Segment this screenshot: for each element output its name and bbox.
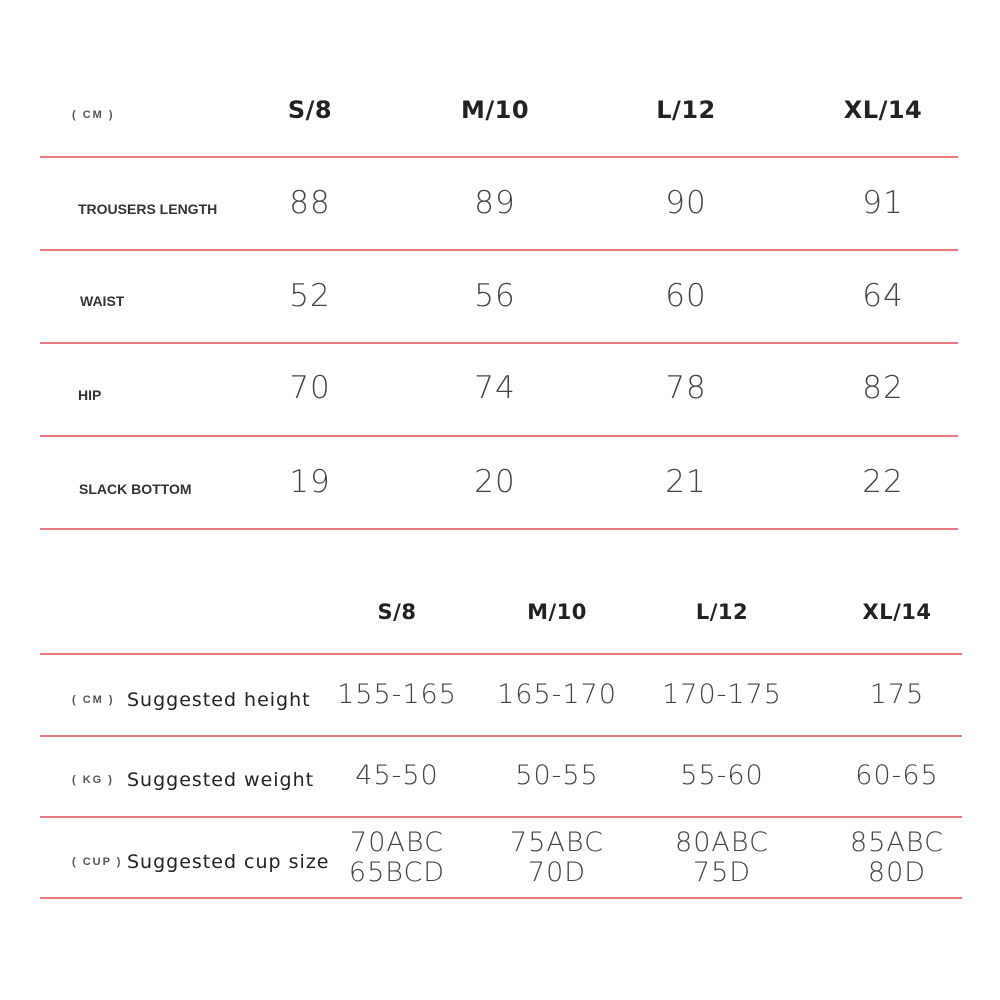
- cell-value: 88: [289, 185, 331, 221]
- cell-value: 20: [474, 464, 516, 500]
- cell-value: 175: [869, 679, 925, 710]
- size-header: S/8: [377, 600, 417, 624]
- cell-value: 70ABC 65BCD: [348, 827, 446, 888]
- row-label: Suggested weight: [127, 769, 315, 791]
- row-divider: [40, 342, 958, 344]
- row-divider: [40, 528, 958, 530]
- cell-value: 165-170: [497, 679, 617, 710]
- cell-value: 21: [665, 464, 707, 500]
- row-label: TROUSERS LENGTH: [78, 201, 218, 217]
- cell-value: 74: [474, 370, 516, 406]
- row-divider: [40, 735, 962, 737]
- cell-value: 70: [289, 370, 331, 406]
- unit-label: ( CM ): [72, 694, 115, 706]
- cell-value: 170-175: [662, 679, 782, 710]
- cell-value: 78: [665, 370, 707, 406]
- cell-value: 52: [289, 278, 331, 314]
- cell-value: 55-60: [680, 760, 764, 791]
- row-label: SLACK BOTTOM: [79, 481, 192, 497]
- row-divider: [40, 653, 962, 655]
- row-label: Suggested height: [127, 689, 311, 711]
- unit-label-cm: ( CM ): [72, 109, 115, 121]
- cell-value: 45-50: [355, 760, 439, 791]
- size-header: XL/14: [843, 96, 923, 124]
- row-divider: [40, 816, 962, 818]
- cell-value: 60-65: [855, 760, 939, 791]
- cell-value: 50-55: [515, 760, 599, 791]
- row-label: WAIST: [80, 293, 125, 309]
- unit-label: ( KG ): [72, 774, 114, 786]
- size-header: XL/14: [862, 600, 932, 624]
- row-label: HIP: [78, 387, 102, 403]
- cell-value: 22: [862, 464, 904, 500]
- size-header: L/12: [656, 96, 716, 124]
- size-header: L/12: [695, 600, 749, 624]
- cell-value: 56: [474, 278, 516, 314]
- cell-value: 19: [289, 464, 331, 500]
- cell-value: 91: [862, 185, 904, 221]
- row-divider: [40, 435, 958, 437]
- cell-value: 60: [665, 278, 707, 314]
- cell-value: 80ABC 75D: [675, 827, 769, 888]
- size-header: M/10: [527, 600, 587, 624]
- cell-value: 75ABC 70D: [510, 827, 604, 888]
- row-divider: [40, 156, 958, 158]
- row-divider: [40, 249, 958, 251]
- cell-value: 85ABC 80D: [850, 827, 944, 888]
- row-divider: [40, 897, 962, 899]
- size-header: M/10: [460, 96, 530, 124]
- cell-value: 89: [474, 185, 516, 221]
- cell-value: 64: [862, 278, 904, 314]
- cell-value: 155-165: [337, 679, 457, 710]
- size-header: S/8: [287, 96, 333, 124]
- unit-label: ( CUP ): [72, 856, 123, 868]
- cell-value: 90: [665, 185, 707, 221]
- row-label: Suggested cup size: [127, 851, 330, 873]
- cell-value: 82: [862, 370, 904, 406]
